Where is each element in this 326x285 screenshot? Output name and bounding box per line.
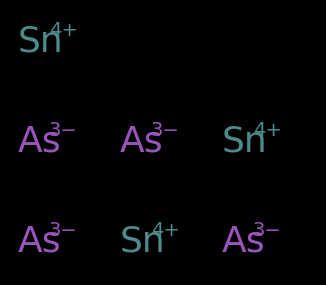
Text: 3−: 3− <box>49 121 78 141</box>
Text: As: As <box>18 225 62 259</box>
Text: 4+: 4+ <box>49 21 78 40</box>
Text: 3−: 3− <box>49 221 78 241</box>
Text: As: As <box>120 125 164 159</box>
Text: Sn: Sn <box>120 225 166 259</box>
Text: Sn: Sn <box>18 25 64 59</box>
Text: Sn: Sn <box>222 125 268 159</box>
Text: 4+: 4+ <box>253 121 282 141</box>
Text: 4+: 4+ <box>151 221 180 241</box>
Text: As: As <box>18 125 62 159</box>
Text: 3−: 3− <box>151 121 180 141</box>
Text: As: As <box>222 225 266 259</box>
Text: 3−: 3− <box>253 221 282 241</box>
